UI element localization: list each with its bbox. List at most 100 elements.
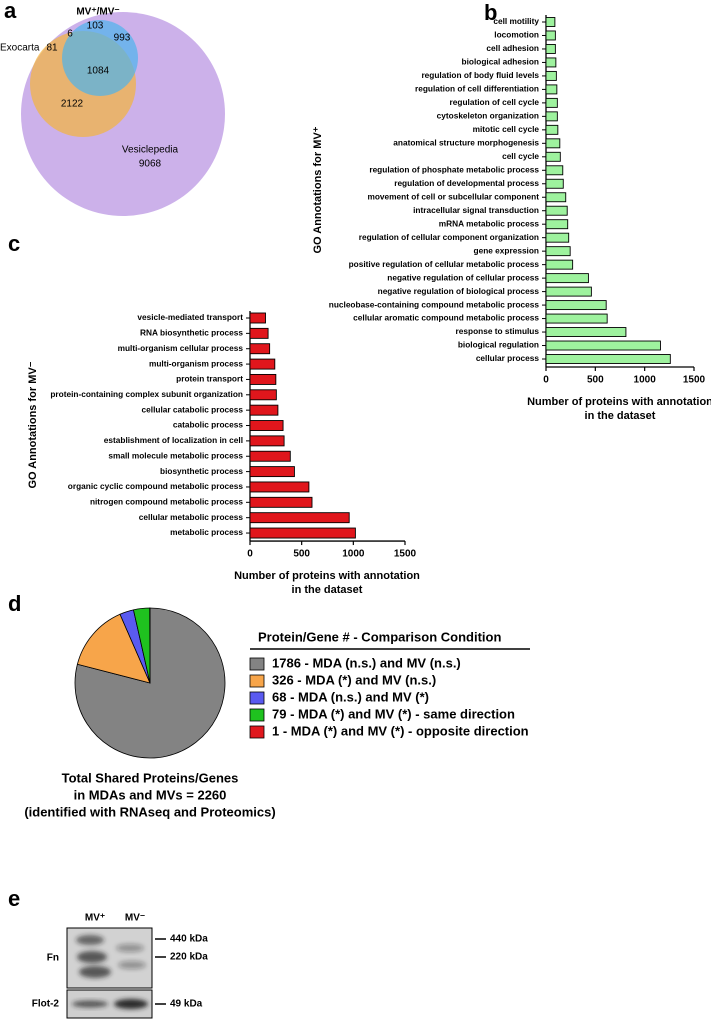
region-count: 2122 — [61, 99, 84, 110]
bar — [545, 124, 559, 135]
legend-title: Protein/Gene # - Comparison Condition — [258, 629, 501, 644]
bar — [249, 358, 276, 370]
bar — [545, 165, 564, 176]
blot-band — [114, 999, 148, 1009]
x-tick-label: 1500 — [394, 549, 417, 560]
category-label: negative regulation of biological proces… — [378, 286, 540, 296]
category-label: gene expression — [474, 245, 539, 255]
row-label: Flot-2 — [32, 999, 60, 1010]
category-label: locomotion — [494, 30, 539, 40]
category-label: regulation of cellular component organiz… — [359, 232, 539, 242]
category-label: protein-containing complex subunit organ… — [50, 389, 243, 399]
category-label: biosynthetic process — [160, 466, 243, 476]
blot-band — [116, 944, 144, 952]
panel-letter: c — [8, 231, 20, 256]
x-tick-label: 500 — [587, 375, 604, 386]
y-axis-label: GO Annotations for MV⁺ — [312, 126, 324, 253]
x-axis-label: in the dataset — [292, 584, 363, 596]
bar — [545, 192, 567, 203]
marker-label: 440 kDa — [170, 934, 208, 945]
bar — [249, 466, 295, 478]
x-axis-label: Number of proteins with annotation — [234, 570, 420, 582]
category-label: biological regulation — [458, 340, 539, 350]
panel-letter: d — [8, 591, 21, 616]
category-label: catabolic process — [173, 420, 243, 430]
category-label: biological adhesion — [462, 57, 539, 67]
caption: Total Shared Proteins/Genes — [62, 770, 239, 785]
panel-letter: a — [4, 0, 17, 23]
category-label: movement of cell or subcellular componen… — [367, 191, 539, 201]
marker-label: 220 kDa — [170, 952, 208, 963]
bar — [545, 273, 589, 284]
x-axis-label: Number of proteins with annotation — [527, 396, 711, 408]
x-tick-label: 1000 — [634, 375, 657, 386]
region-count: 6 — [67, 29, 73, 40]
bar — [249, 450, 291, 462]
bar — [249, 496, 313, 508]
bar — [545, 327, 627, 337]
category-label: cellular metabolic process — [139, 512, 244, 522]
blot-band — [77, 951, 107, 963]
legend-label: 326 - MDA (*) and MV (n.s.) — [272, 672, 436, 687]
bar — [545, 178, 564, 189]
blot-band — [76, 935, 104, 945]
bar — [545, 246, 571, 257]
set-label: MV⁺/MV⁻ — [76, 7, 119, 18]
y-axis-label: GO Annotations for MV⁻ — [27, 361, 39, 488]
lane-label: MV⁺ — [85, 913, 105, 924]
category-label: nucleobase-containing compound metabolic… — [329, 299, 540, 309]
category-label: regulation of body fluid levels — [421, 70, 539, 80]
bar — [249, 389, 277, 401]
bar — [545, 17, 556, 27]
region-count: 103 — [87, 21, 104, 32]
category-label: cell cycle — [502, 151, 539, 161]
x-tick-label: 1000 — [342, 549, 365, 560]
pie-slice — [76, 613, 151, 684]
blot-band — [79, 966, 111, 978]
bar — [249, 312, 266, 324]
x-tick-label: 1500 — [683, 375, 706, 386]
bar — [249, 343, 271, 355]
bar — [545, 300, 607, 311]
category-label: anatomical structure morphogenesis — [393, 138, 539, 148]
category-label: cell adhesion — [486, 43, 539, 53]
legend-label: 1786 - MDA (n.s.) and MV (n.s.) — [272, 655, 461, 670]
bar — [249, 435, 285, 447]
legend-label: 68 - MDA (n.s.) and MV (*) — [272, 689, 429, 704]
legend-label: 79 - MDA (*) and MV (*) - same direction — [272, 706, 515, 721]
bar — [249, 327, 269, 339]
bar — [545, 354, 671, 364]
x-axis-label: in the dataset — [585, 410, 656, 422]
caption: (identified with RNAseq and Proteomics) — [24, 804, 275, 819]
panel-letter: e — [8, 886, 20, 911]
category-label: intracellular signal transduction — [413, 205, 539, 215]
region-count: 993 — [114, 33, 131, 44]
bar — [545, 44, 556, 54]
category-label: mRNA metabolic process — [439, 218, 540, 228]
category-label: RNA biosynthetic process — [140, 328, 243, 338]
bar — [249, 404, 279, 416]
bar — [545, 111, 558, 122]
category-label: protein transport — [176, 374, 243, 384]
blot-band — [118, 961, 146, 969]
category-label: regulation of developmental process — [394, 178, 539, 188]
region-count: 9068 — [139, 159, 162, 170]
bar — [545, 313, 608, 324]
row-label: Fn — [47, 953, 59, 964]
marker-label: 49 kDa — [170, 999, 203, 1010]
bar — [545, 97, 558, 108]
legend-swatch — [249, 657, 265, 671]
legend-swatch — [249, 691, 265, 705]
category-label: metabolic process — [170, 527, 243, 537]
lane-label: MV⁻ — [125, 913, 145, 924]
bar — [249, 481, 310, 493]
bar — [545, 151, 561, 162]
bar — [249, 373, 277, 385]
category-label: response to stimulus — [456, 326, 540, 336]
set-label: Exocarta — [0, 43, 40, 54]
category-label: negative regulation of cellular process — [387, 272, 539, 282]
x-tick-label: 0 — [543, 375, 549, 386]
bar — [249, 512, 350, 524]
category-label: cellular process — [476, 353, 540, 363]
